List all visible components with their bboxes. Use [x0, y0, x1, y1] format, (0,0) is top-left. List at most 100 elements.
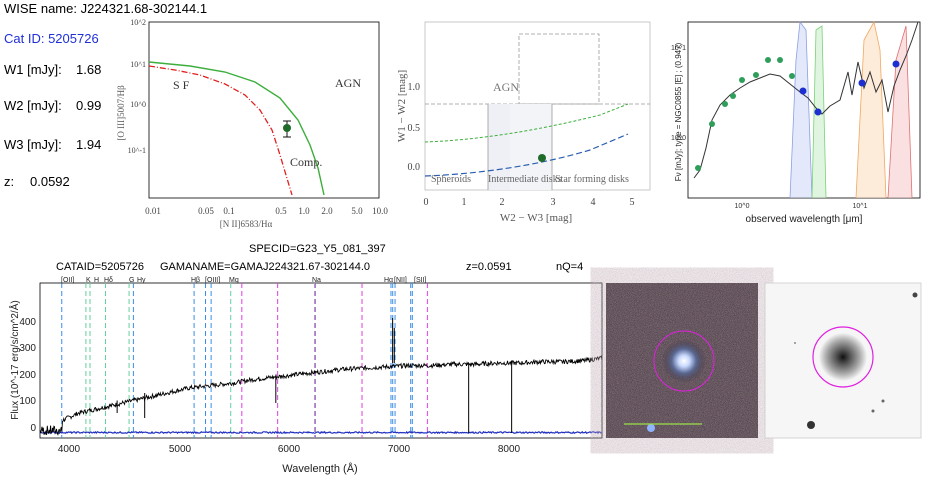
- bpt-kauffmann-curve: [148, 65, 293, 196]
- bpt-label-agn: AGN: [335, 76, 361, 90]
- spec-ytick-4: 300: [19, 343, 36, 354]
- thumb-aperture-circle: [653, 330, 715, 392]
- spectrum-y-ticks: 0 100 200 300 400: [19, 317, 36, 434]
- sed-green-point: [765, 57, 771, 63]
- sed-ticks: 10^0 10^1 10^0 10^1: [671, 45, 868, 210]
- bpt-ytick-1: 10^-1: [128, 146, 146, 155]
- w3-value: 1.94: [76, 137, 102, 152]
- sed-green-point: [695, 165, 701, 171]
- wise-shade-intermediate: [510, 104, 552, 190]
- sed-green-point: [722, 101, 728, 107]
- line-label-hbeta: Hβ: [191, 277, 200, 284]
- gthumb-galaxy: [819, 333, 867, 381]
- spec-xtick-1: 4000: [58, 444, 81, 455]
- wise-label-starforming: Star forming disks: [555, 174, 629, 185]
- sed-green-point: [730, 93, 736, 99]
- sed-plot: 10^0 10^1 10^0 10^1 observed wavelength …: [671, 20, 921, 225]
- gthumb-star: [794, 342, 796, 344]
- wise-green-curve: [424, 103, 629, 143]
- sed-blue-points: [799, 60, 900, 116]
- info-panel: WISE name: J224321.68-302144.1 Cat ID: 5…: [4, 0, 207, 200]
- sed-ytick-2: 10^1: [671, 45, 686, 52]
- colour-image-thumbnail: [606, 283, 758, 438]
- sed-green-point: [777, 57, 783, 63]
- line-label-hdelta: Hδ: [104, 277, 113, 284]
- gthumb-star: [881, 399, 885, 403]
- wise-ytick-3: 1.0: [408, 82, 421, 93]
- spec-xtick-2: 5000: [169, 444, 192, 455]
- sed-blue-point: [799, 87, 807, 95]
- spectrum-frame: [39, 282, 603, 439]
- line-label-k: K: [86, 277, 91, 284]
- sed-ylabel: Fν [mJy]; type = NGC0855 [E] ; (0.947): [674, 42, 683, 181]
- bpt-ylabel: [O III]5007/Hβ: [116, 85, 126, 141]
- bpt-y-ticks: 10^-1 10^0 10^1 10^2: [128, 18, 146, 155]
- wise-xtick-1: 0: [424, 197, 429, 208]
- spectrum-nq: nQ=4: [556, 261, 584, 273]
- bpt-xtick-6: 2.0: [321, 206, 333, 216]
- spectrum-header: SPECID=G23_Y5_081_397 CATAID=5205726 GAM…: [0, 240, 606, 276]
- sed-filter-red: [887, 25, 913, 199]
- sed-ytick-1: 10^0: [671, 135, 686, 142]
- spectrum-ylabel: Flux (10^-17 erg/s/cm^2/Å): [8, 300, 21, 419]
- bpt-plot-frame: [148, 21, 380, 199]
- bpt-xtick-3: 0.1: [223, 206, 234, 216]
- bpt-xtick-8: 10.0: [372, 206, 388, 216]
- spec-ytick-2: 100: [19, 396, 36, 407]
- spectrum-line-labels: [OII] K H Hδ G Hγ Hβ [OIII] Mg Na Hα [NI…: [61, 277, 427, 284]
- spec-ytick-1: 0: [30, 423, 36, 434]
- wise-y-ticks: 0.0 0.5 1.0: [408, 82, 421, 173]
- wise-colour-diagram: AGN Spheroids Intermediate disks Star fo…: [396, 21, 651, 224]
- bpt-data-point: [283, 124, 291, 132]
- spectrum-x-ticks: 4000 5000 6000 7000 8000: [58, 444, 521, 455]
- bpt-xtick-2: 0.05: [198, 206, 214, 216]
- sed-model-curve: [693, 21, 919, 179]
- w2-label: W2 [mJy]:: [4, 98, 62, 113]
- bpt-label-sf: S F: [173, 78, 190, 92]
- gthumb-star: [912, 292, 918, 298]
- bpt-ytick-4: 10^2: [130, 18, 146, 27]
- wise-xtick-6: 5: [630, 197, 635, 208]
- w2-value: 0.99: [76, 98, 102, 113]
- sed-xtick-2: 10^1: [853, 203, 868, 210]
- bpt-label-comp: Comp.: [290, 155, 322, 169]
- bpt-x-ticks: 0.01 0.05 0.1 0.5 1.0 2.0 5.0 10.0: [145, 206, 388, 216]
- spectrum-features: [116, 318, 513, 433]
- line-label-oiii: [OIII]: [205, 277, 220, 284]
- line-label-na: Na: [312, 277, 321, 284]
- wise-agn-box: [518, 33, 600, 105]
- sed-green-point: [789, 73, 795, 79]
- line-label-g: G: [129, 277, 134, 284]
- gthumb-aperture-circle: [812, 326, 874, 388]
- sed-blue-point: [814, 108, 822, 116]
- w3-label: W3 [mJy]:: [4, 137, 62, 152]
- sed-blue-point: [892, 60, 900, 68]
- sed-green-points: [695, 57, 795, 171]
- sed-green-point: [709, 121, 715, 127]
- spec-xtick-5: 8000: [498, 444, 521, 455]
- spectrum-error-series: [40, 430, 602, 435]
- line-label-nii: [NII]: [394, 277, 407, 284]
- wise-label-agn: AGN: [493, 80, 519, 94]
- sed-green-point: [739, 77, 745, 83]
- bpt-xtick-4: 0.5: [275, 206, 287, 216]
- wise-shade-spheroids: [488, 104, 510, 190]
- spec-xtick-3: 6000: [278, 444, 301, 455]
- bpt-ytick-2: 10^0: [130, 100, 146, 109]
- spec-ytick-3: 200: [19, 370, 36, 381]
- cat-id: Cat ID: 5205726: [4, 31, 99, 46]
- z-label: z:: [4, 174, 15, 189]
- bpt-xlabel: [N II]6583/Hα: [220, 219, 273, 229]
- bpt-xtick-5: 1.0: [298, 206, 310, 216]
- wise-blue-curve: [424, 133, 629, 177]
- gthumb-star: [807, 421, 815, 429]
- w1-label: W1 [mJy]:: [4, 62, 62, 77]
- specid: SPECID=G23_Y5_081_397: [249, 243, 386, 255]
- greyscale-image-thumbnail: [764, 282, 922, 439]
- bpt-xtick-1: 0.01: [145, 206, 161, 216]
- wise-ylabel: W1 − W2 [mag]: [396, 70, 408, 142]
- sed-xtick-1: 10^0: [735, 203, 750, 210]
- sed-filter-blue: [789, 20, 813, 199]
- sed-xlabel: observed wavelength [μm]: [746, 214, 863, 225]
- gamaname: GAMANAME=GAMAJ224321.67-302144.0: [160, 261, 371, 273]
